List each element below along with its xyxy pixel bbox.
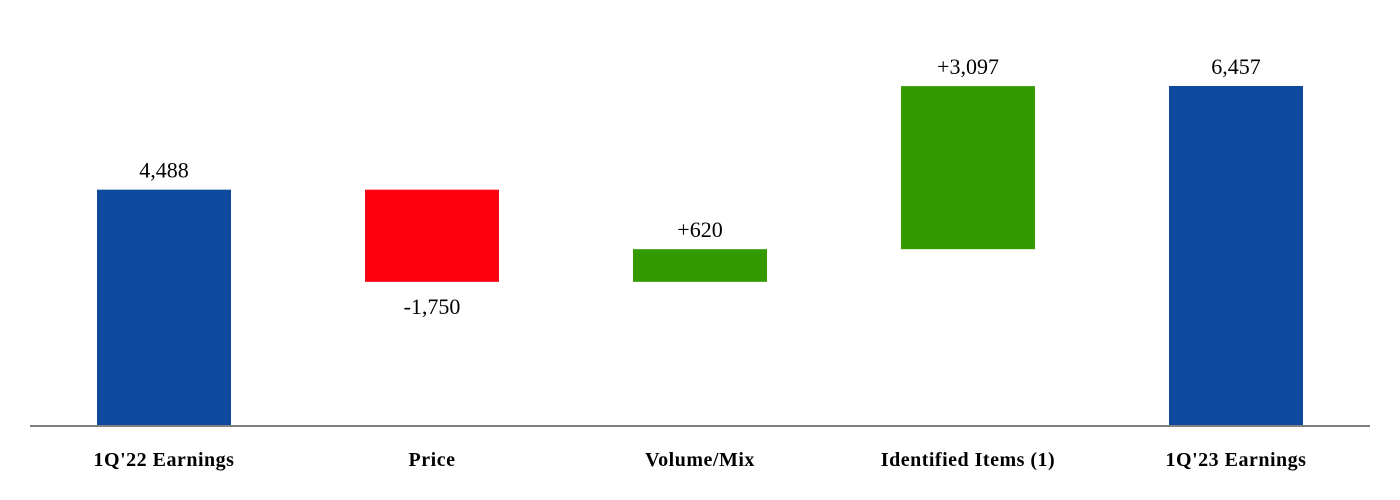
value-label-4: +3,097 [937, 54, 999, 79]
value-label-2: -1,750 [404, 294, 461, 319]
category-label-1: 1Q'22 Earnings [94, 449, 235, 471]
value-label-1: 4,488 [139, 158, 189, 183]
bars-group [97, 86, 1303, 426]
value-label-5: 6,457 [1211, 54, 1261, 79]
value-label-3: +620 [677, 217, 722, 242]
bar-2 [365, 189, 499, 282]
bar-1 [97, 189, 231, 426]
bar-5 [1169, 86, 1303, 426]
category-label-5: 1Q'23 Earnings [1166, 449, 1307, 471]
bar-3 [633, 249, 767, 282]
bar-4 [901, 86, 1035, 250]
category-label-3: Volume/Mix [645, 449, 755, 471]
value-labels-group: 4,488 -1,750 +620 +3,097 6,457 [139, 54, 1261, 319]
category-label-2: Price [409, 449, 456, 471]
category-label-4: Identified Items (1) [881, 449, 1055, 471]
category-labels-group: 1Q'22 Earnings Price Volume/Mix Identified … [94, 449, 1307, 471]
